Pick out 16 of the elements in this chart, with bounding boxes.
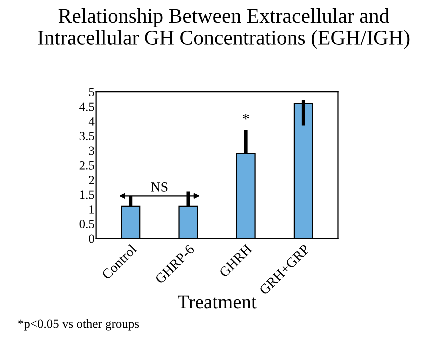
y-tick-label: 1.5 <box>80 190 94 200</box>
chart-title: Relationship Between Extracellular and Intracellular GH Concentrations (EGH/IGH) <box>38 8 410 50</box>
y-tick-label: 0.5 <box>80 220 94 229</box>
y-tick-label: 0 <box>89 234 94 244</box>
annotation: * <box>243 114 250 120</box>
text: *p<0.05 vs other groups <box>18 319 140 331</box>
y-tick-label: 3.5 <box>80 132 94 141</box>
y-tick-label: 2.5 <box>80 161 94 170</box>
x-axis-title: Treatment <box>178 296 257 309</box>
annotation: NS <box>151 182 168 192</box>
y-tick-label: 5 <box>89 88 94 97</box>
y-tick-label: 4 <box>88 118 95 126</box>
y-tick-label: 3 <box>89 146 94 156</box>
y-tick-label: 4.5 <box>80 102 94 112</box>
y-tick-label: 1 <box>90 205 94 214</box>
y-tick-label: 2 <box>89 176 94 184</box>
